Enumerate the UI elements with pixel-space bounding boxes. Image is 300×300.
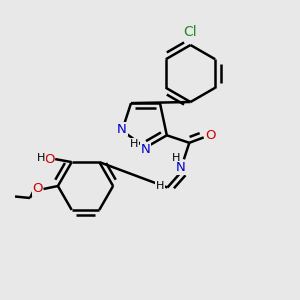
Text: H: H [156,181,164,191]
Text: O: O [205,128,216,142]
Text: N: N [176,161,186,174]
Text: O: O [44,153,55,166]
Text: N: N [141,142,150,156]
Text: H: H [172,153,181,163]
Text: N: N [117,123,127,136]
Text: Cl: Cl [184,25,197,38]
Text: H: H [130,139,138,149]
Text: O: O [32,182,43,196]
Text: H: H [37,154,45,164]
